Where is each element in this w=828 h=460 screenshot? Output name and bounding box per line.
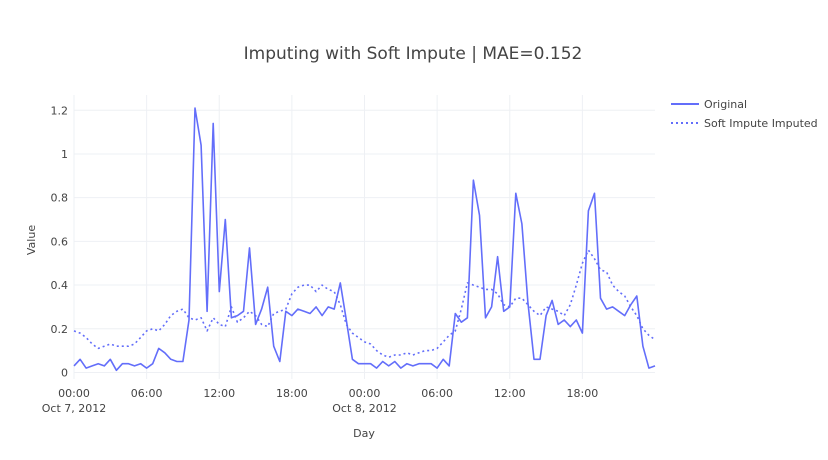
y-tick-label: 0.2 bbox=[51, 323, 69, 336]
y-tick-label: 0 bbox=[61, 366, 68, 379]
legend-label-soft-impute: Soft Impute Imputed bbox=[704, 117, 818, 130]
series-line-original bbox=[73, 107, 656, 372]
x-axis-title: Day bbox=[353, 427, 375, 440]
x-tick-label: 00:00 bbox=[349, 387, 381, 400]
chart-title: Imputing with Soft Impute | MAE=0.152 bbox=[244, 44, 583, 64]
x-tick-label: 06:00 bbox=[131, 387, 163, 400]
x-tick-label: 12:00 bbox=[494, 387, 526, 400]
y-tick-label: 1 bbox=[61, 148, 68, 161]
grid-layer bbox=[73, 95, 655, 379]
series-layer bbox=[73, 107, 656, 372]
x-tick-label: 06:00 bbox=[421, 387, 453, 400]
x-tick-label: 12:00 bbox=[203, 387, 235, 400]
legend[interactable]: Original Soft Impute Imputed bbox=[671, 98, 818, 130]
x-tick-date-label: Oct 7, 2012 bbox=[42, 402, 107, 415]
x-tick-date-label: Oct 8, 2012 bbox=[332, 402, 397, 415]
y-tick-label: 1.2 bbox=[51, 104, 69, 117]
x-tick-label: 18:00 bbox=[567, 387, 599, 400]
legend-item-soft-impute[interactable]: Soft Impute Imputed bbox=[671, 117, 818, 130]
x-tick-label: 18:00 bbox=[276, 387, 308, 400]
y-tick-label: 0.6 bbox=[51, 235, 69, 248]
y-axis-title: Value bbox=[25, 225, 38, 255]
y-tick-label: 0.4 bbox=[51, 279, 69, 292]
y-tick-label: 0.8 bbox=[51, 192, 69, 205]
tick-layer: 0 0.2 0.4 0.6 0.8 1 1.2 00:00 Oct 7, 2012 06:00 12… bbox=[42, 104, 598, 415]
x-tick-label: 00:00 bbox=[58, 387, 90, 400]
series-line-soft-impute bbox=[73, 249, 656, 359]
legend-item-original[interactable]: Original bbox=[671, 98, 747, 111]
legend-label-original: Original bbox=[704, 98, 747, 111]
